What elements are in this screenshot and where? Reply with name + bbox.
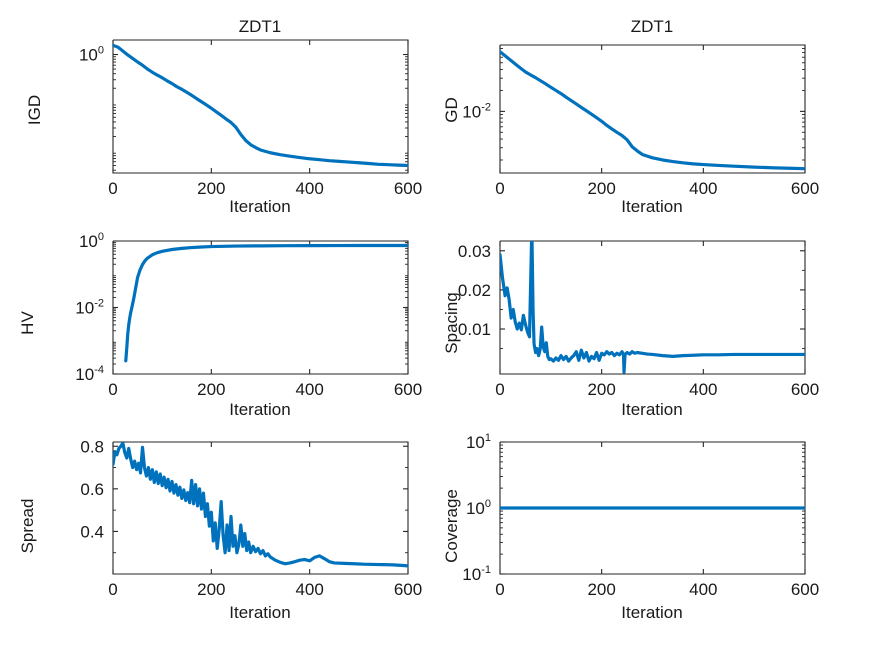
subplot-spread-xlabel: Iteration (229, 603, 290, 622)
subplot-hv[interactable]: HV Iteration 0 200 400 600 10-4 10-2 100 (0, 218, 440, 428)
subplot-igd-svg: ZDT1 IGD Iteration 0 200 400 600 100 (25, 17, 422, 216)
svg-text:0.01: 0.01 (458, 320, 491, 339)
subplot-gd-ylabel: GD (442, 97, 461, 123)
data-line-hv (124, 243, 408, 363)
svg-text:600: 600 (791, 179, 819, 198)
subplot-gd[interactable]: ZDT1 GD Iteration 0 200 400 600 10-2 (435, 0, 875, 220)
svg-text:0: 0 (108, 380, 117, 399)
svg-text:400: 400 (689, 580, 717, 599)
subplot-igd-series-group (113, 43, 408, 168)
svg-text:400: 400 (295, 580, 323, 599)
subplot-spacing[interactable]: Spacing Iteration 0 200 400 600 0.01 0.02 0.03 (435, 218, 875, 428)
svg-text:600: 600 (791, 380, 819, 399)
svg-text:400: 400 (689, 179, 717, 198)
subplot-spacing-plotarea: 0 200 400 600 0.01 0.02 0.03 (458, 241, 819, 399)
svg-text:200: 200 (587, 179, 615, 198)
svg-text:0.4: 0.4 (80, 522, 104, 541)
subplot-spread[interactable]: Spread Iteration 0 200 400 600 0.4 0.6 0.8 (0, 418, 440, 648)
data-line-spacing (500, 241, 805, 374)
svg-text:0.02: 0.02 (458, 281, 491, 300)
subplot-coverage-xlabel: Iteration (621, 603, 682, 622)
subplot-hv-svg: HV Iteration 0 200 400 600 10-4 10-2 100 (18, 231, 422, 419)
svg-text:0.03: 0.03 (458, 242, 491, 261)
subplot-gd-plotarea: 0 200 400 600 10-2 (462, 44, 819, 198)
svg-text:400: 400 (689, 380, 717, 399)
data-line-gd (500, 50, 805, 171)
svg-text:10-4: 10-4 (75, 364, 104, 384)
svg-text:100: 100 (79, 231, 104, 251)
subplot-igd-xlabel: Iteration (229, 197, 290, 216)
svg-text:400: 400 (295, 179, 323, 198)
svg-text:101: 101 (466, 432, 491, 452)
svg-text:600: 600 (791, 580, 819, 599)
subplot-spread-svg: Spread Iteration 0 200 400 600 0.4 0.6 0.8 (18, 437, 422, 622)
subplot-igd[interactable]: ZDT1 IGD Iteration 0 200 400 600 100 (0, 0, 440, 220)
svg-text:0: 0 (495, 380, 504, 399)
svg-text:10-2: 10-2 (462, 101, 491, 121)
svg-text:200: 200 (197, 179, 225, 198)
subplot-spacing-ylabel: Spacing (442, 292, 461, 353)
subplot-coverage-ylabel: Coverage (442, 489, 461, 563)
svg-text:200: 200 (197, 380, 225, 399)
subplot-hv-xlabel: Iteration (229, 400, 290, 419)
subplot-gd-svg: ZDT1 GD Iteration 0 200 400 600 10-2 (442, 17, 819, 216)
subplot-igd-ylabel: IGD (25, 95, 44, 125)
svg-text:0: 0 (495, 179, 504, 198)
subplot-coverage-plotarea: 0 200 400 600 10-1 100 101 (462, 432, 819, 599)
subplot-coverage[interactable]: Coverage Iteration 0 200 400 600 10-1 100 101 (435, 418, 875, 648)
svg-text:0: 0 (108, 179, 117, 198)
svg-text:200: 200 (197, 580, 225, 599)
subplot-hv-plotarea: 0 200 400 600 10-4 10-2 100 (75, 231, 422, 399)
subplot-spacing-svg: Spacing Iteration 0 200 400 600 0.01 0.02 0.03 (442, 240, 819, 419)
svg-text:100: 100 (466, 498, 491, 518)
svg-text:600: 600 (394, 179, 422, 198)
subplot-hv-series-group (124, 243, 408, 363)
subplot-igd-plotarea: 0 200 400 600 100 (79, 39, 422, 198)
svg-text:200: 200 (587, 380, 615, 399)
subplot-igd-axes (112, 39, 409, 174)
svg-text:600: 600 (394, 380, 422, 399)
svg-text:100: 100 (79, 45, 104, 65)
subplot-coverage-svg: Coverage Iteration 0 200 400 600 10-1 100 101 (442, 432, 819, 622)
svg-text:200: 200 (587, 580, 615, 599)
svg-text:0.6: 0.6 (80, 480, 104, 499)
subplot-hv-ylabel: HV (18, 311, 37, 335)
data-line-igd (113, 43, 408, 168)
subplot-spacing-xlabel: Iteration (621, 400, 682, 419)
svg-text:0.8: 0.8 (80, 437, 104, 456)
subplot-gd-series-group (500, 50, 805, 171)
svg-text:0: 0 (495, 580, 504, 599)
subplot-spread-ylabel: Spread (18, 499, 37, 554)
svg-text:600: 600 (394, 580, 422, 599)
subplot-spacing-series-group (500, 241, 805, 374)
subplot-gd-title: ZDT1 (631, 17, 674, 36)
subplot-hv-axes (112, 240, 409, 375)
data-line-spread (113, 442, 408, 568)
svg-text:400: 400 (295, 380, 323, 399)
svg-text:0: 0 (108, 580, 117, 599)
subplot-gd-xlabel: Iteration (621, 197, 682, 216)
subplot-gd-axes (499, 44, 806, 174)
svg-text:10-2: 10-2 (75, 298, 104, 318)
subplot-spread-series-group (113, 442, 408, 568)
subplot-spread-plotarea: 0 200 400 600 0.4 0.6 0.8 (80, 437, 422, 599)
subplot-igd-title: ZDT1 (239, 17, 282, 36)
svg-text:10-1: 10-1 (462, 564, 491, 584)
